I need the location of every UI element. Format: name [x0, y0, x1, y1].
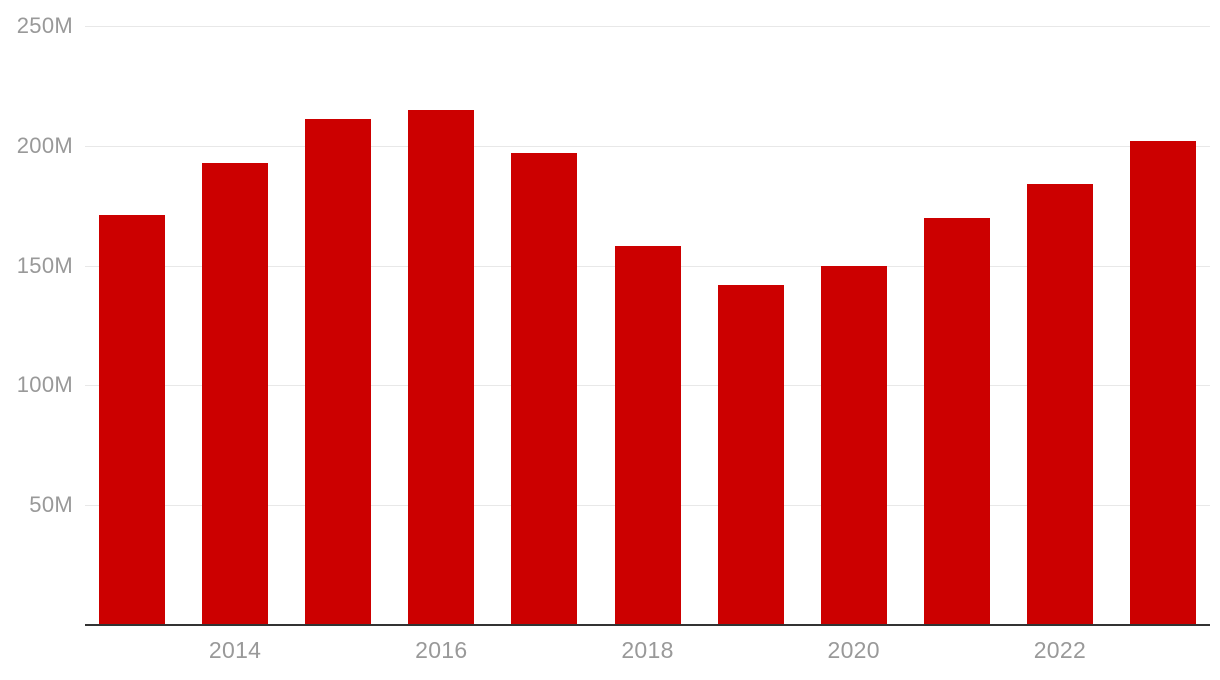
bar-2017	[511, 153, 578, 625]
bar-2013	[99, 215, 165, 625]
y-tick-label: 250M	[16, 13, 73, 38]
bar-2014	[202, 162, 269, 625]
bar-2022	[1026, 184, 1093, 625]
bar-2021	[923, 217, 990, 625]
y-tick-label: 150M	[16, 252, 73, 278]
x-axis-line	[85, 624, 1210, 626]
x-tick-label: 2020	[827, 637, 880, 663]
bar-2015	[305, 119, 372, 625]
y-tick-label: 200M	[16, 132, 73, 158]
gridline-250M	[85, 26, 1210, 27]
x-tick-label: 2014	[208, 637, 262, 663]
x-tick-label: 2016	[415, 637, 468, 663]
y-tick-label: 50M	[29, 492, 73, 518]
x-tick-label: 2018	[621, 637, 674, 663]
bar-2018	[614, 246, 681, 625]
bar-2016	[408, 109, 475, 625]
x-tick-label: 2022	[1033, 637, 1087, 663]
plot-area	[85, 26, 1210, 626]
bar-2023	[1130, 141, 1196, 625]
y-tick-label: 100M	[16, 372, 73, 398]
bar-2020	[820, 265, 887, 625]
gridline-200M	[85, 145, 1210, 147]
bar-2019	[717, 284, 784, 625]
